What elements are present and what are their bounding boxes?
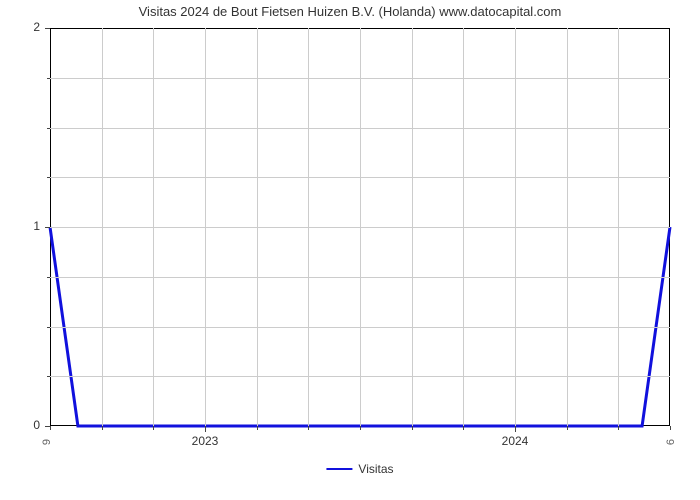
series-line [0, 0, 700, 500]
x-end-label: 6 [665, 439, 677, 445]
gridline-h [50, 227, 670, 228]
y-tick-label: 2 [0, 20, 40, 34]
gridline-h [50, 177, 670, 178]
y-tick-label: 0 [0, 418, 40, 432]
x-minor-tick [515, 426, 516, 430]
legend-swatch [326, 468, 352, 470]
visits-chart: Visitas 2024 de Bout Fietsen Huizen B.V.… [0, 0, 700, 500]
x-tick-label: 2023 [192, 434, 219, 448]
x-minor-tick [412, 426, 413, 430]
gridline-h [50, 128, 670, 129]
legend: Visitas [326, 462, 393, 476]
x-minor-tick [153, 426, 154, 430]
x-minor-tick [308, 426, 309, 430]
y-minor-tick [47, 277, 50, 278]
y-minor-tick [47, 177, 50, 178]
y-minor-tick [47, 376, 50, 377]
x-minor-tick [567, 426, 568, 430]
x-minor-tick [360, 426, 361, 430]
x-minor-tick [463, 426, 464, 430]
gridline-h [50, 78, 670, 79]
gridline-h [50, 277, 670, 278]
y-minor-tick [47, 327, 50, 328]
y-tick-label: 1 [0, 219, 40, 233]
x-start-label: 9 [41, 439, 53, 445]
legend-label: Visitas [358, 462, 393, 476]
y-tick [45, 28, 50, 29]
x-minor-tick [50, 426, 51, 430]
x-minor-tick [102, 426, 103, 430]
x-minor-tick [618, 426, 619, 430]
x-tick-label: 2024 [502, 434, 529, 448]
gridline-h [50, 376, 670, 377]
gridline-h [50, 327, 670, 328]
y-minor-tick [47, 78, 50, 79]
x-minor-tick [257, 426, 258, 430]
x-minor-tick [205, 426, 206, 430]
x-minor-tick [670, 426, 671, 430]
y-minor-tick [47, 128, 50, 129]
y-tick [45, 227, 50, 228]
